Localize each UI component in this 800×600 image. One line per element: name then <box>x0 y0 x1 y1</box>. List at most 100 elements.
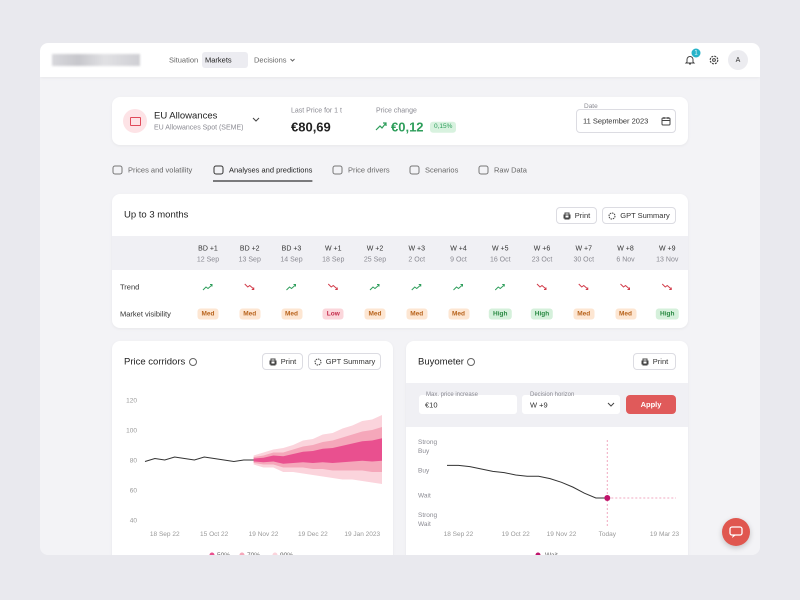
tab-icon <box>409 165 420 175</box>
print-icon <box>269 358 277 365</box>
price-corridors-card <box>112 341 393 555</box>
horizon: W +2 <box>366 245 384 253</box>
last-price-label: Last Price for 1 t <box>291 107 342 115</box>
tab[interactable]: Price drivers <box>348 165 390 175</box>
asset-market: EU Allowances Spot (SEME) <box>154 124 244 132</box>
visibility-pill: Med <box>281 308 302 320</box>
nav-item[interactable]: Markets <box>205 55 232 65</box>
visibility-pill: High <box>656 308 679 320</box>
date-label: Date <box>584 102 598 110</box>
tab-icon <box>332 165 343 175</box>
visibility-pill: High <box>489 308 512 320</box>
gpt-button[interactable]: GPT Summary <box>308 353 381 370</box>
visibility-pill: Low <box>322 308 344 320</box>
tab[interactable]: Prices and volatility <box>128 165 193 175</box>
horizon-date: 18 Sep <box>322 256 345 264</box>
price-change: €0,12 <box>391 119 424 135</box>
apply-label: Apply <box>640 400 662 409</box>
horizon: W +8 <box>617 245 634 253</box>
horizon-date: 30 Oct <box>573 256 595 264</box>
horizon: W +1 <box>324 245 342 253</box>
horizon: W +3 <box>408 245 426 253</box>
visibility-pill: High <box>530 308 554 320</box>
chart-title: Price corridors <box>124 356 186 368</box>
tab[interactable]: Raw Data <box>494 165 527 175</box>
horizon-date: 25 Sep <box>363 256 387 264</box>
horizon: W +7 <box>575 245 593 253</box>
apply-button[interactable]: Apply <box>626 395 676 414</box>
app-window: 1 A EU Allowances EU Allowances Spot (SE… <box>40 43 760 555</box>
visibility-pill: Med <box>573 308 595 320</box>
gpt-icon <box>608 212 616 219</box>
horizon: BD +1 <box>198 245 218 253</box>
visibility-pill: Med <box>448 308 469 320</box>
print-button[interactable]: Print <box>633 353 676 370</box>
asset-icon <box>123 109 147 133</box>
trend-label: Trend <box>120 282 140 292</box>
horizon-date: 6 Nov <box>616 256 635 264</box>
tab-icon <box>112 165 123 175</box>
horizon-value: W +9 <box>530 400 548 410</box>
date-value: 11 September 2023 <box>583 116 649 126</box>
print-label: Print <box>574 211 591 220</box>
horizon-date: 14 Sep <box>280 256 303 264</box>
chat-icon <box>729 526 743 538</box>
change-arrow <box>375 122 387 131</box>
print-label: Print <box>652 357 669 366</box>
visibility-pill: Med <box>239 308 261 320</box>
horizon-date: 13 Sep <box>238 256 261 264</box>
asset-card <box>112 97 688 145</box>
nav-active-bg <box>202 52 248 68</box>
calendar-icon[interactable] <box>661 116 671 126</box>
avatar[interactable]: A <box>728 50 748 70</box>
visibility-pill: Med <box>197 308 219 320</box>
tab[interactable]: Scenarios <box>425 165 459 175</box>
horizon: BD +3 <box>281 245 302 253</box>
settings-icon[interactable] <box>708 54 720 66</box>
horizon-date: 13 Nov <box>656 256 679 264</box>
horizon-date: 16 Oct <box>489 256 511 264</box>
nav-item[interactable]: Situation <box>169 55 199 65</box>
nav-item[interactable]: Decisions <box>254 55 287 65</box>
buyometer-card <box>406 341 688 555</box>
horizon-select[interactable] <box>522 395 620 414</box>
notification-badge: 1 <box>691 48 701 58</box>
max-price-input[interactable] <box>419 395 517 414</box>
y-tick-label: Buy <box>418 467 430 475</box>
tab[interactable]: Analyses and predictions <box>229 165 313 175</box>
chat-button[interactable] <box>722 518 750 546</box>
horizon: W +4 <box>450 245 467 253</box>
y-tick-label: Wait <box>418 492 431 500</box>
bell-icon[interactable] <box>684 54 696 66</box>
horizon-date: 9 Oct <box>450 256 467 264</box>
print-button[interactable]: Print <box>262 353 303 370</box>
asset-chevron[interactable] <box>252 117 260 123</box>
horizon-label: Decision horizon <box>530 392 575 398</box>
horizon: W +5 <box>491 245 509 253</box>
y-tick-label: Strong Wait <box>418 511 438 528</box>
visibility-pill: Med <box>406 308 428 320</box>
print-button[interactable]: Print <box>556 207 597 224</box>
price-change-label: Price change <box>376 107 417 115</box>
horizon-date: 12 Sep <box>196 256 220 264</box>
print-icon <box>563 212 571 219</box>
print-icon <box>641 358 649 365</box>
visibility-pill: Med <box>615 308 636 320</box>
chart-title: Buyometer <box>418 356 464 368</box>
date-input[interactable] <box>576 109 676 133</box>
gpt-button[interactable]: GPT Summary <box>602 207 676 224</box>
max-price-label: Max. price increase <box>426 392 479 398</box>
horizon-date: 23 Oct <box>531 256 553 264</box>
visibility-pill: Med <box>364 308 386 320</box>
horizon: W +9 <box>658 245 676 253</box>
gpt-icon <box>314 358 322 365</box>
asset-icon-shape <box>130 117 141 126</box>
horizon-date: 2 Oct <box>408 256 426 264</box>
last-price: €80,69 <box>291 119 331 135</box>
visibility-label: Market visibility <box>120 309 171 319</box>
asset-name[interactable]: EU Allowances <box>154 110 218 122</box>
tab-icon <box>478 165 489 175</box>
gpt-label: GPT Summary <box>620 211 670 220</box>
